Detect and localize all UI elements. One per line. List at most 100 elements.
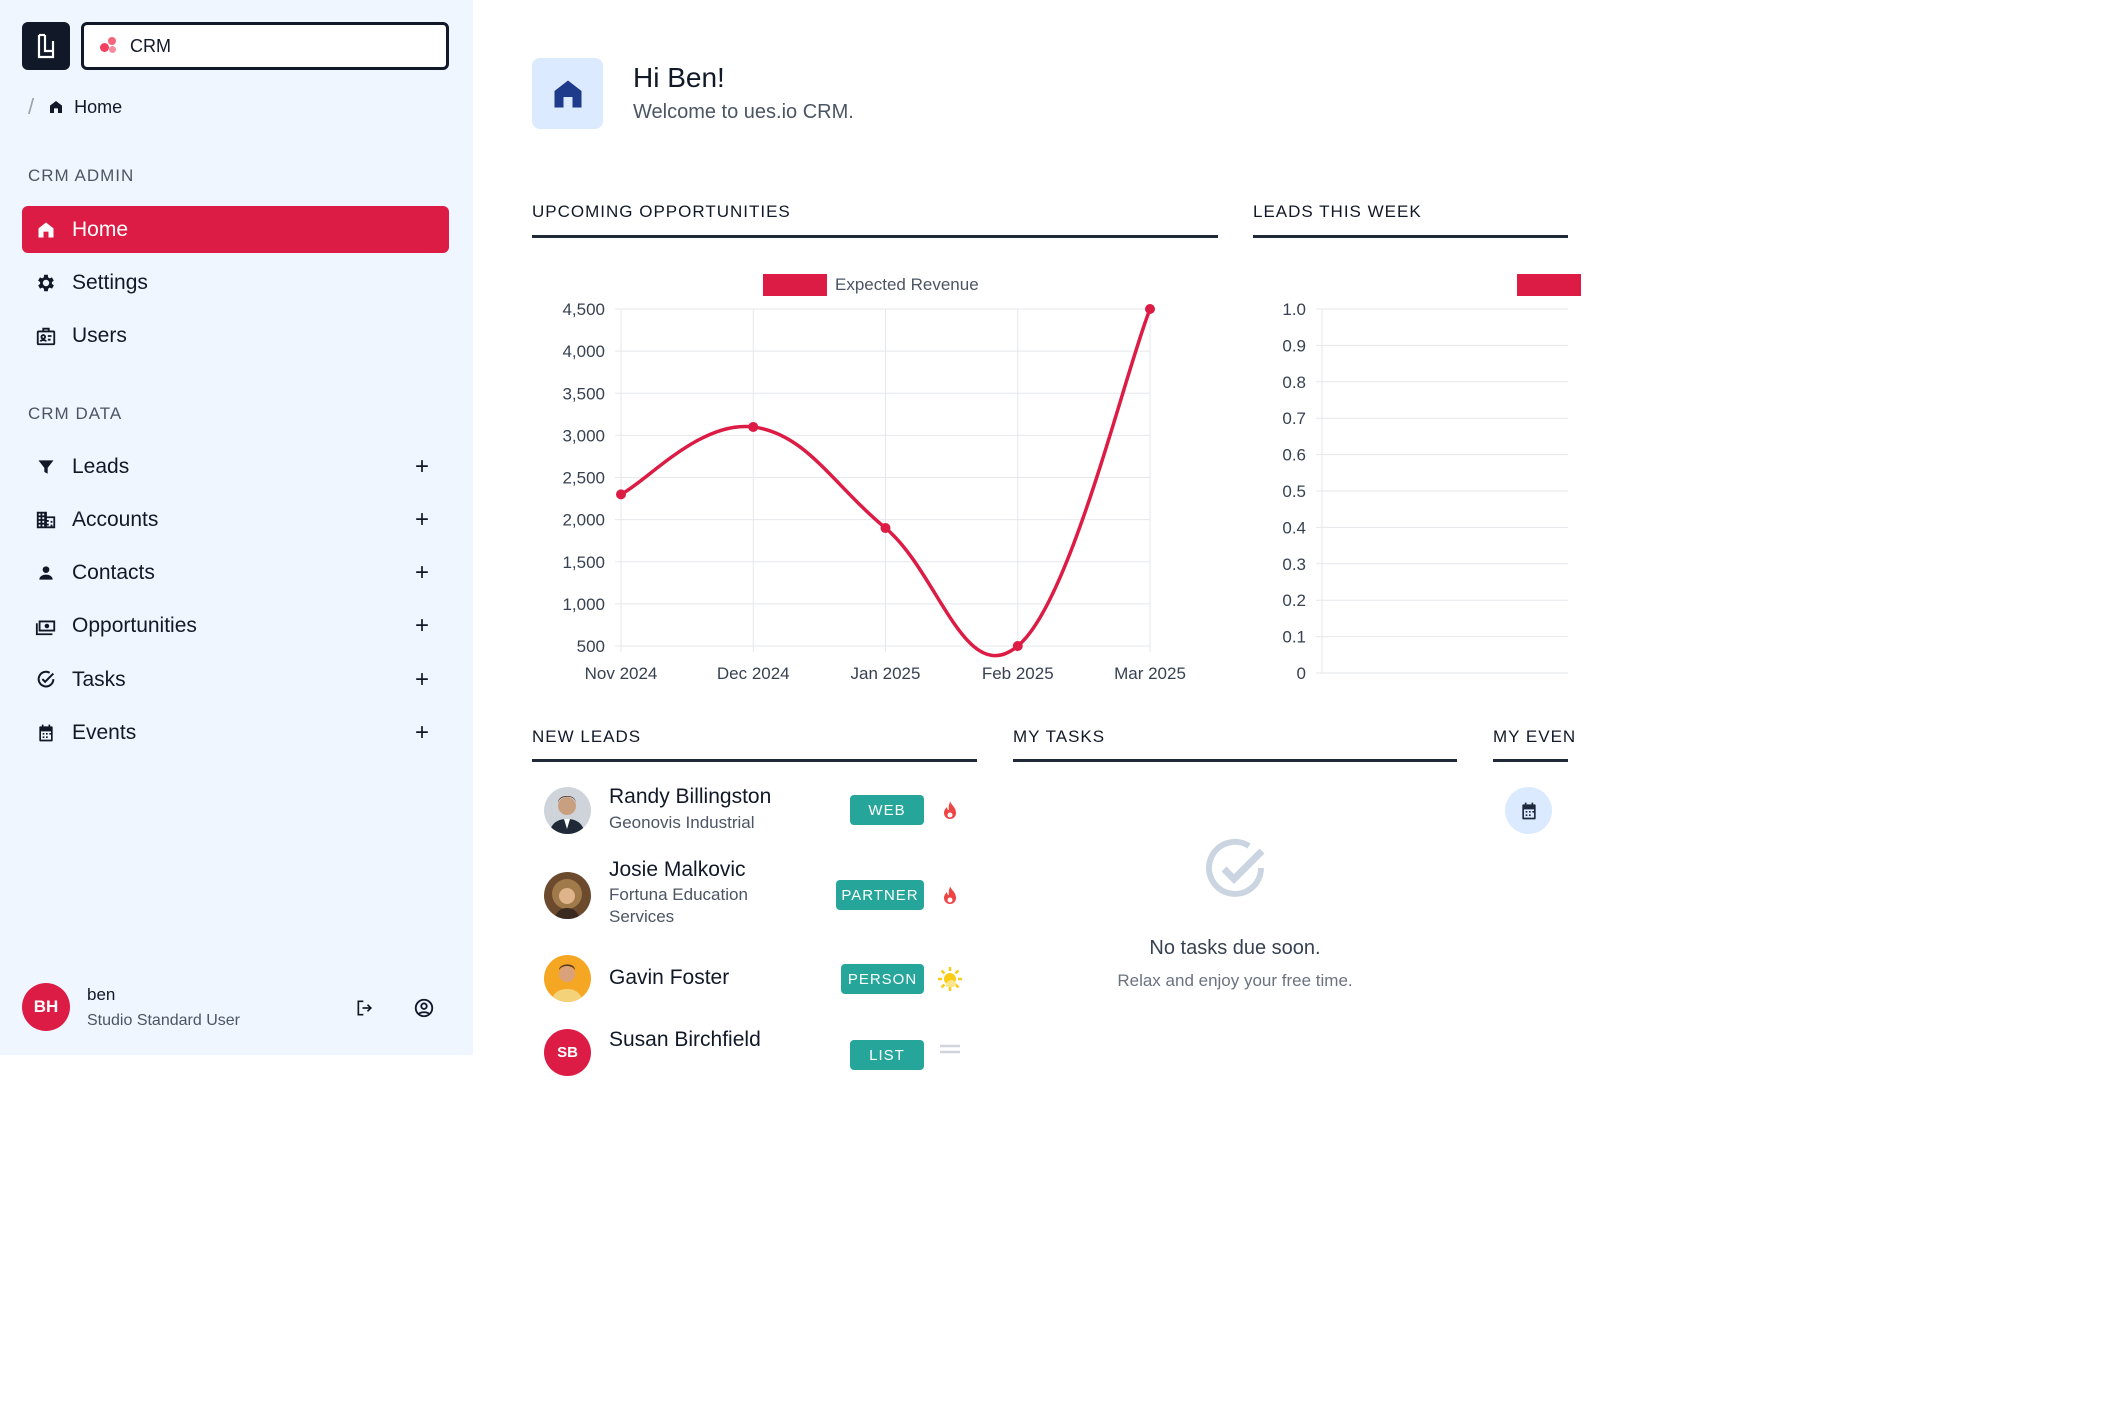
- avatar: SB: [544, 1029, 591, 1076]
- y-tick-label: 0.3: [1282, 555, 1306, 574]
- add-event-button[interactable]: +: [414, 718, 429, 746]
- data-point: [880, 523, 891, 534]
- y-tick-label: 2,500: [562, 469, 605, 488]
- my-tasks-panel-title: MY TASKS: [1013, 727, 1106, 746]
- list-item[interactable]: Randy Billingston Geonovis Industrial WE…: [532, 785, 977, 840]
- y-tick-label: 4,500: [562, 300, 605, 319]
- breadcrumb: / Home: [28, 94, 122, 120]
- data-point: [616, 489, 626, 500]
- sidebar-item-leads[interactable]: Leads +: [22, 443, 449, 490]
- sidebar-item-label: Events: [72, 720, 137, 744]
- add-contact-button[interactable]: +: [414, 558, 429, 586]
- panel-divider: [1013, 759, 1457, 762]
- user-name: ben: [87, 985, 116, 1004]
- list-item[interactable]: SB Susan Birchfield LIST: [532, 1026, 977, 1076]
- user-profile: BH ben Studio Standard User: [22, 983, 452, 1033]
- sidebar-item-label: Accounts: [72, 507, 159, 531]
- sidebar-item-users[interactable]: Users: [22, 312, 449, 359]
- sidebar-item-tasks[interactable]: Tasks +: [22, 656, 449, 703]
- leads-week-panel-title: LEADS THIS WEEK: [1253, 202, 1422, 221]
- sidebar-item-events[interactable]: Events +: [22, 709, 449, 756]
- y-tick-label: 2,000: [562, 511, 605, 530]
- legend-label: Expected Revenue: [835, 275, 979, 294]
- y-tick-label: 4,000: [562, 342, 605, 361]
- lead-source-badge: WEB: [850, 795, 924, 825]
- page-subtitle: Welcome to ues.io CRM.: [633, 101, 854, 123]
- snow-icon: [936, 1040, 964, 1068]
- add-account-button[interactable]: +: [414, 505, 429, 533]
- y-tick-label: 0.9: [1282, 336, 1306, 355]
- y-tick-label: 500: [577, 637, 605, 656]
- panel-divider: [532, 759, 977, 762]
- logout-icon: [357, 1000, 373, 1016]
- tasks-empty-title: No tasks due soon.: [1149, 937, 1321, 959]
- lead-source-badge: PARTNER: [836, 880, 924, 910]
- add-lead-button[interactable]: +: [414, 452, 429, 480]
- y-tick-label: 1.0: [1282, 300, 1306, 319]
- sidebar-item-label: Opportunities: [72, 613, 197, 637]
- leads-week-chart[interactable]: 1.0 0.9 0.8 0.7 0.6 0.5 0.4 0.3 0.2 0.1 0: [1253, 290, 1568, 700]
- avatar[interactable]: BH: [22, 983, 70, 1031]
- gear-icon: [35, 272, 57, 294]
- lead-name: Josie Malkovic: [609, 858, 746, 881]
- lead-company: Geonovis Industrial: [609, 813, 755, 832]
- badge-icon: [35, 325, 57, 347]
- sidebar-item-label: Leads: [72, 454, 130, 478]
- add-task-button[interactable]: +: [414, 665, 429, 693]
- chart-legend[interactable]: Expected Revenue: [763, 274, 979, 296]
- user-role: Studio Standard User: [87, 1012, 240, 1029]
- x-tick-label: Dec 2024: [717, 664, 790, 683]
- logout-button[interactable]: [354, 997, 376, 1019]
- y-tick-label: 0.6: [1282, 446, 1306, 465]
- app-selector-label: CRM: [130, 35, 171, 56]
- lead-source-badge: PERSON: [841, 964, 924, 994]
- sidebar-item-home[interactable]: Home: [22, 206, 449, 253]
- crm-app-icon: [100, 37, 120, 55]
- fire-icon: [936, 797, 964, 825]
- calendar-icon: [35, 722, 57, 744]
- x-tick-label: Jan 2025: [851, 664, 921, 683]
- y-tick-label: 0.5: [1282, 482, 1306, 501]
- crm-data-title: CRM DATA: [28, 404, 123, 423]
- sidebar-item-label: Contacts: [72, 560, 155, 584]
- crm-admin-title: CRM ADMIN: [28, 166, 135, 185]
- list-item[interactable]: Josie Malkovic Fortuna Education Service…: [532, 858, 977, 938]
- x-tick-label: Feb 2025: [982, 664, 1054, 683]
- lead-source-badge: LIST: [850, 1040, 924, 1070]
- hero-home-badge: [532, 58, 603, 129]
- data-point: [1145, 304, 1155, 314]
- breadcrumb-home[interactable]: Home: [74, 96, 123, 117]
- y-tick-label: 0.1: [1282, 628, 1306, 647]
- data-point: [1012, 641, 1023, 651]
- lead-name: Randy Billingston: [609, 785, 772, 808]
- legend-swatch: [763, 274, 827, 296]
- sidebar-item-accounts[interactable]: Accounts +: [22, 496, 449, 543]
- app-selector[interactable]: CRM: [81, 22, 449, 70]
- sidebar-item-opportunities[interactable]: Opportunities +: [22, 602, 449, 649]
- opportunities-line-chart[interactable]: 4,500 4,000 3,500 3,000 2,500 2,000 1,500 1,000…: [532, 290, 1222, 700]
- account-button[interactable]: [413, 997, 435, 1019]
- person-icon: [35, 562, 57, 584]
- chart-legend[interactable]: [1517, 274, 1589, 296]
- check-circle-icon: [1206, 838, 1265, 897]
- add-opportunity-button[interactable]: +: [414, 611, 429, 639]
- check-circle-icon: [35, 669, 57, 691]
- y-tick-label: 3,000: [562, 426, 605, 445]
- avatar: [544, 787, 591, 834]
- sidebar-item-contacts[interactable]: Contacts +: [22, 549, 449, 596]
- panel-divider: [1253, 235, 1568, 238]
- app-logo[interactable]: [22, 22, 70, 70]
- studio-logo-icon: [37, 33, 55, 59]
- home-icon: [50, 101, 63, 113]
- list-item[interactable]: Gavin Foster PERSON: [532, 955, 977, 1005]
- tasks-empty-subtitle: Relax and enjoy your free time.: [1117, 971, 1353, 990]
- opportunities-panel-title: UPCOMING OPPORTUNITIES: [532, 202, 791, 221]
- panel-divider: [1493, 759, 1568, 762]
- y-tick-label: 0.2: [1282, 591, 1306, 610]
- new-leads-panel-title: NEW LEADS: [532, 727, 642, 746]
- sidebar-item-label: Users: [72, 323, 127, 347]
- sidebar-item-settings[interactable]: Settings: [22, 259, 449, 306]
- avatar: [544, 872, 591, 919]
- y-tick-label: 0.7: [1282, 409, 1306, 428]
- calendar-icon: [1521, 802, 1536, 819]
